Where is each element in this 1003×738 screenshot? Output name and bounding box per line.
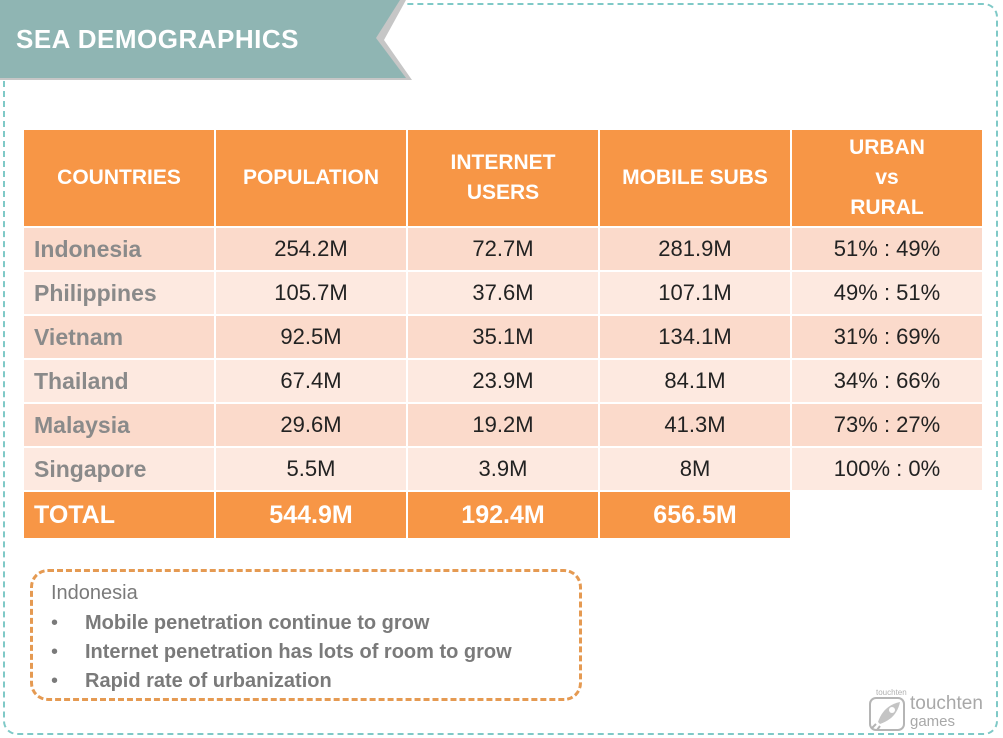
urban-rural-cell: 100% : 0%: [792, 448, 982, 490]
internet-cell: 3.9M: [408, 448, 598, 490]
header-countries: COUNTRIES: [24, 130, 214, 226]
urban-rural-cell: 73% : 27%: [792, 404, 982, 446]
total-row: TOTAL 544.9M 192.4M 656.5M: [24, 492, 982, 538]
total-label: TOTAL: [24, 492, 214, 538]
total-population: 544.9M: [216, 492, 406, 538]
table-row: Malaysia 29.6M 19.2M 41.3M 73% : 27%: [24, 404, 982, 446]
mobile-cell: 84.1M: [600, 360, 790, 402]
note-point-text: Mobile penetration continue to grow: [85, 612, 430, 634]
country-cell: Vietnam: [24, 316, 214, 358]
urban-rural-cell: 51% : 49%: [792, 228, 982, 270]
slide-frame: [3, 3, 998, 735]
page-title: SEA DEMOGRAPHICS: [16, 24, 299, 54]
touchten-logo: touchten touchten games: [868, 688, 998, 734]
table-row: Indonesia 254.2M 72.7M 281.9M 51% : 49%: [24, 228, 982, 270]
country-cell: Singapore: [24, 448, 214, 490]
header-urban-line-2: vs: [875, 166, 899, 189]
internet-cell: 37.6M: [408, 272, 598, 314]
header-urban-line-3: RURAL: [850, 196, 924, 219]
total-internet: 192.4M: [408, 492, 598, 538]
population-cell: 5.5M: [216, 448, 406, 490]
internet-cell: 72.7M: [408, 228, 598, 270]
header-internet-users: INTERNET USERS: [408, 130, 598, 226]
demographics-table: COUNTRIES POPULATION INTERNET USERS MOBI…: [22, 128, 984, 540]
internet-cell: 35.1M: [408, 316, 598, 358]
header-urban-rural: URBAN vs RURAL: [792, 130, 982, 226]
population-cell: 92.5M: [216, 316, 406, 358]
note-point-text: Internet penetration has lots of room to…: [85, 641, 512, 663]
population-cell: 67.4M: [216, 360, 406, 402]
population-cell: 29.6M: [216, 404, 406, 446]
population-cell: 254.2M: [216, 228, 406, 270]
table-row: Thailand 67.4M 23.9M 84.1M 34% : 66%: [24, 360, 982, 402]
country-cell: Indonesia: [24, 228, 214, 270]
mobile-cell: 134.1M: [600, 316, 790, 358]
urban-rural-cell: 49% : 51%: [792, 272, 982, 314]
header-mobile-subs: MOBILE SUBS: [600, 130, 790, 226]
country-cell: Thailand: [24, 360, 214, 402]
mobile-cell: 8M: [600, 448, 790, 490]
header-mobile-line: MOBILE SUBS: [622, 166, 768, 189]
table-row: Philippines 105.7M 37.6M 107.1M 49% : 51…: [24, 272, 982, 314]
note-point-text: Rapid rate of urbanization: [85, 670, 332, 692]
banner-shape: [0, 0, 412, 80]
banner-fill: [0, 0, 406, 78]
urban-rural-cell: 34% : 66%: [792, 360, 982, 402]
header-urban-line-1: URBAN: [849, 136, 925, 159]
header-internet-line-1: INTERNET: [450, 151, 556, 174]
urban-rural-cell: 31% : 69%: [792, 316, 982, 358]
header-countries-line: COUNTRIES: [57, 166, 181, 189]
title-banner: SEA DEMOGRAPHICS: [0, 0, 420, 86]
total-empty-cell: [792, 492, 982, 538]
note-point: • Internet penetration has lots of room …: [51, 638, 561, 667]
table-row: Vietnam 92.5M 35.1M 134.1M 31% : 69%: [24, 316, 982, 358]
bullet-icon: •: [51, 670, 59, 692]
note-list: • Mobile penetration continue to grow • …: [51, 609, 561, 696]
note-point: • Mobile penetration continue to grow: [51, 609, 561, 638]
mobile-cell: 281.9M: [600, 228, 790, 270]
table-row: Singapore 5.5M 3.9M 8M 100% : 0%: [24, 448, 982, 490]
internet-cell: 23.9M: [408, 360, 598, 402]
header-internet-line-2: USERS: [466, 181, 540, 204]
logo-word-games: games: [910, 713, 956, 730]
country-cell: Philippines: [24, 272, 214, 314]
internet-cell: 19.2M: [408, 404, 598, 446]
mobile-cell: 107.1M: [600, 272, 790, 314]
note-point: • Rapid rate of urbanization: [51, 667, 561, 696]
header-population-line: POPULATION: [242, 166, 380, 189]
total-mobile: 656.5M: [600, 492, 790, 538]
table-header-row: COUNTRIES POPULATION INTERNET USERS MOBI…: [24, 130, 982, 226]
mobile-cell: 41.3M: [600, 404, 790, 446]
bullet-icon: •: [51, 612, 59, 634]
rocket-icon: [869, 697, 905, 731]
logo-tag: touchten: [876, 688, 907, 697]
country-cell: Malaysia: [24, 404, 214, 446]
population-cell: 105.7M: [216, 272, 406, 314]
indonesia-note-box: Indonesia • Mobile penetration continue …: [30, 569, 582, 701]
note-title: Indonesia: [51, 582, 138, 604]
bullet-icon: •: [51, 641, 59, 663]
logo-word-touchten: touchten: [910, 693, 983, 714]
header-population: POPULATION: [216, 130, 406, 226]
